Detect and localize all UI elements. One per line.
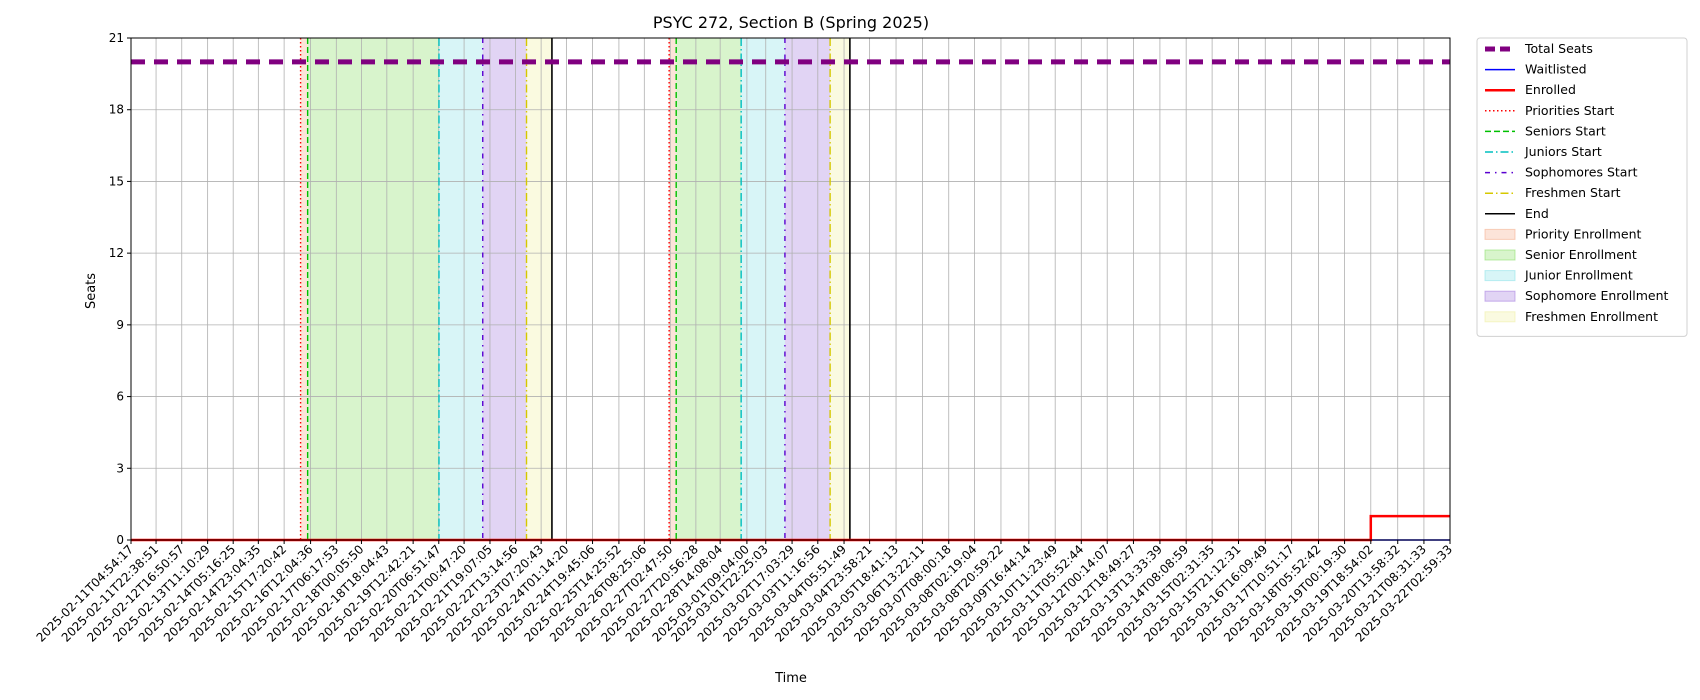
legend-label: Senior Enrollment — [1525, 247, 1637, 262]
x-axis-label: Time — [774, 671, 807, 686]
legend-label: Priorities Start — [1525, 103, 1614, 118]
y-tick-label: 18 — [109, 103, 124, 117]
legend-label: Freshmen Start — [1525, 185, 1621, 200]
legend-box — [1476, 37, 1688, 337]
shaded-region — [526, 38, 552, 540]
legend-label: Sophomores Start — [1525, 165, 1638, 180]
chart-title: PSYC 272, Section B (Spring 2025) — [653, 13, 929, 32]
legend-label: Freshmen Enrollment — [1525, 309, 1658, 324]
chart-legend: Total Seats Waitlisted Enrolled Priorities … — [1476, 37, 1688, 337]
legend-label: Priority Enrollment — [1525, 226, 1642, 241]
shaded-region — [676, 38, 742, 540]
y-tick-label: 15 — [109, 174, 124, 188]
shaded-region — [741, 38, 785, 540]
plot-frame — [130, 37, 1451, 541]
legend-label: Enrolled — [1525, 82, 1576, 97]
legend-label: Waitlisted — [1525, 62, 1587, 77]
y-tick-label: 12 — [109, 246, 124, 260]
legend-swatch — [1484, 228, 1516, 240]
y-tick-label: 21 — [109, 31, 124, 45]
legend-swatch — [1484, 311, 1516, 323]
shaded-region — [300, 38, 308, 540]
legend-label: Total Seats — [1524, 41, 1593, 56]
shaded-region — [307, 38, 439, 540]
y-tick-label: 3 — [116, 461, 124, 475]
legend-label: Junior Enrollment — [1524, 268, 1633, 283]
y-tick-label: 6 — [116, 390, 124, 404]
y-tick-label: 9 — [116, 318, 124, 332]
legend-swatch — [1484, 249, 1516, 261]
y-axis-label: Seats — [84, 273, 99, 309]
shaded-region — [482, 38, 527, 540]
shaded-region — [669, 38, 677, 540]
legend-label: Sophomore Enrollment — [1525, 288, 1669, 303]
legend-label: Seniors Start — [1525, 123, 1606, 138]
legend-swatch — [1484, 290, 1516, 302]
shaded-region — [438, 38, 483, 540]
legend-label: Juniors Start — [1524, 144, 1602, 159]
y-tick-label: 0 — [116, 533, 124, 547]
legend-label: End — [1525, 206, 1549, 221]
legend-swatch — [1484, 270, 1516, 282]
shaded-region — [830, 38, 850, 540]
